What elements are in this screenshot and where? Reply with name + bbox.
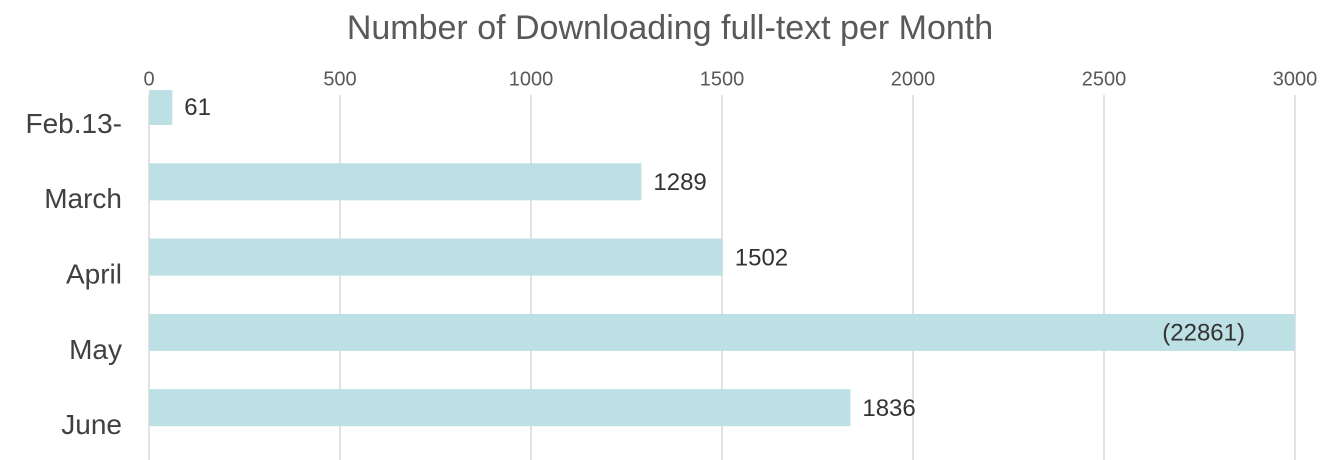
x-tick-label: 1000 — [509, 68, 554, 90]
y-tick-label: June — [61, 409, 122, 440]
bar — [149, 90, 173, 125]
data-label: 61 — [184, 94, 211, 121]
x-tick-label: 2000 — [891, 68, 936, 90]
x-tick-label: 2500 — [1082, 68, 1127, 90]
chart-title: Number of Downloading full-text per Mont… — [347, 9, 993, 47]
x-tick-label: 0 — [143, 68, 154, 90]
data-label: 1502 — [735, 244, 788, 271]
x-tick-label: 1500 — [700, 68, 745, 90]
y-tick-label: May — [69, 334, 122, 365]
bar — [149, 313, 1295, 351]
x-tick-label: 500 — [323, 68, 356, 90]
y-tick-label: March — [44, 183, 122, 214]
data-label: 1289 — [653, 169, 706, 196]
bar — [149, 238, 723, 276]
bar — [149, 389, 851, 427]
y-tick-label: Feb.13- — [26, 108, 123, 139]
x-tick-label: 3000 — [1273, 68, 1318, 90]
y-tick-label: April — [66, 258, 122, 289]
bar — [149, 163, 642, 201]
data-label: 1836 — [862, 395, 915, 422]
data-label: (22861) — [1162, 320, 1245, 347]
